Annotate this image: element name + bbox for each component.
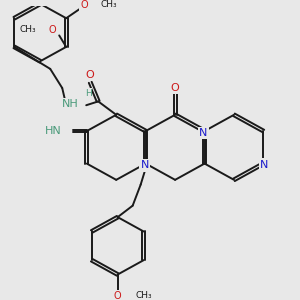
Text: CH₃: CH₃ [136,291,152,300]
Text: HN: HN [45,126,62,136]
Text: N: N [200,128,208,138]
Text: O: O [171,83,179,93]
Text: N: N [140,160,149,170]
Text: O: O [114,291,122,300]
Text: O: O [48,25,56,35]
Text: O: O [80,0,88,10]
Text: H: H [85,89,92,98]
Text: CH₃: CH₃ [100,0,117,9]
Text: N: N [260,160,268,170]
Text: CH₃: CH₃ [20,25,36,34]
Text: O: O [86,70,94,80]
Text: NH: NH [61,99,78,109]
